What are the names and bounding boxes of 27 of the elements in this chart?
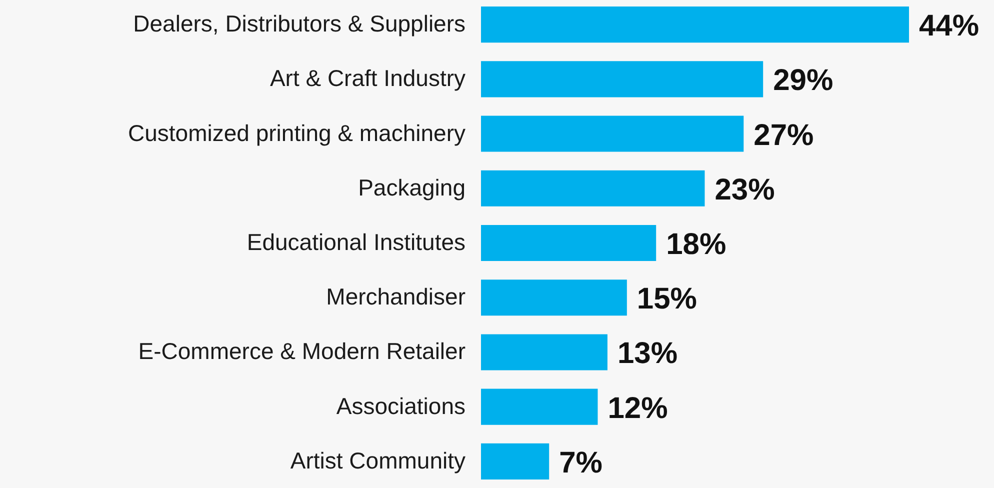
data-label: 27% bbox=[754, 118, 814, 152]
data-label: 29% bbox=[773, 64, 834, 98]
data-label: 23% bbox=[714, 173, 775, 206]
y-tick-label: Merchandiser bbox=[326, 284, 466, 310]
data-label: 7% bbox=[559, 446, 602, 480]
data-label: 15% bbox=[636, 282, 697, 316]
bar bbox=[481, 116, 744, 152]
y-tick-label: Educational Institutes bbox=[246, 229, 466, 255]
bar bbox=[481, 443, 550, 480]
bar bbox=[481, 170, 705, 206]
bar bbox=[481, 388, 598, 425]
data-label: 12% bbox=[608, 392, 668, 425]
y-tick-label: E-Commerce & Modern Retailer bbox=[138, 338, 466, 364]
data-label: 18% bbox=[666, 228, 726, 261]
y-tick-label: Associations bbox=[336, 392, 466, 419]
bar bbox=[481, 224, 656, 262]
y-tick-label: Art & Craft Industry bbox=[270, 65, 466, 92]
bar bbox=[481, 6, 909, 43]
y-tick-label: Artist Community bbox=[290, 447, 466, 474]
bar bbox=[481, 280, 627, 316]
bar bbox=[481, 61, 764, 98]
data-label: 44% bbox=[919, 10, 980, 43]
data-label: 13% bbox=[617, 337, 678, 370]
y-tick-label: Customized printing & machinery bbox=[128, 120, 466, 146]
y-tick-label: Packaging bbox=[358, 174, 466, 200]
y-tick-label: Dealers, Distributors & Suppliers bbox=[133, 10, 466, 37]
bar bbox=[481, 334, 608, 370]
